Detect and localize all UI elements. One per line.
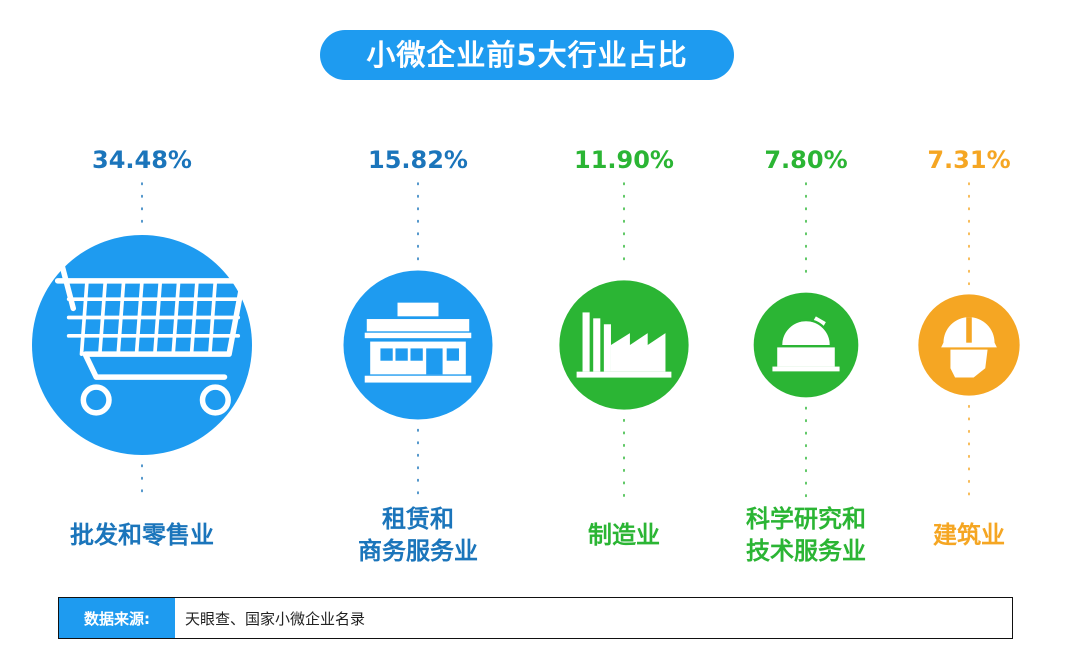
value-label: 11.90%	[574, 146, 674, 174]
observatory-icon	[772, 316, 840, 372]
data-source-label: 数据来源:	[59, 598, 175, 638]
chart-title: 小微企业前5大行业占比	[320, 30, 734, 80]
value-label: 15.82%	[368, 146, 468, 174]
data-source-text: 天眼查、国家小微企业名录	[175, 598, 1012, 638]
value-label: 34.48%	[92, 146, 192, 174]
value-label: 7.31%	[927, 146, 1010, 174]
shopping-cart-icon	[38, 245, 246, 416]
category-label: 租赁和	[382, 505, 454, 533]
category-label: 制造业	[588, 521, 660, 549]
category-label: 科学研究和	[746, 505, 866, 533]
factory-icon	[576, 312, 672, 378]
hardhat-worker-icon	[941, 317, 997, 378]
storefront-icon	[364, 302, 472, 383]
value-label: 7.80%	[764, 146, 847, 174]
category-label: 批发和零售业	[70, 521, 214, 549]
category-label: 技术服务业	[746, 537, 866, 565]
data-source-box: 数据来源: 天眼查、国家小微企业名录	[58, 597, 1013, 639]
category-label: 商务服务业	[358, 537, 478, 565]
category-label: 建筑业	[933, 521, 1005, 549]
